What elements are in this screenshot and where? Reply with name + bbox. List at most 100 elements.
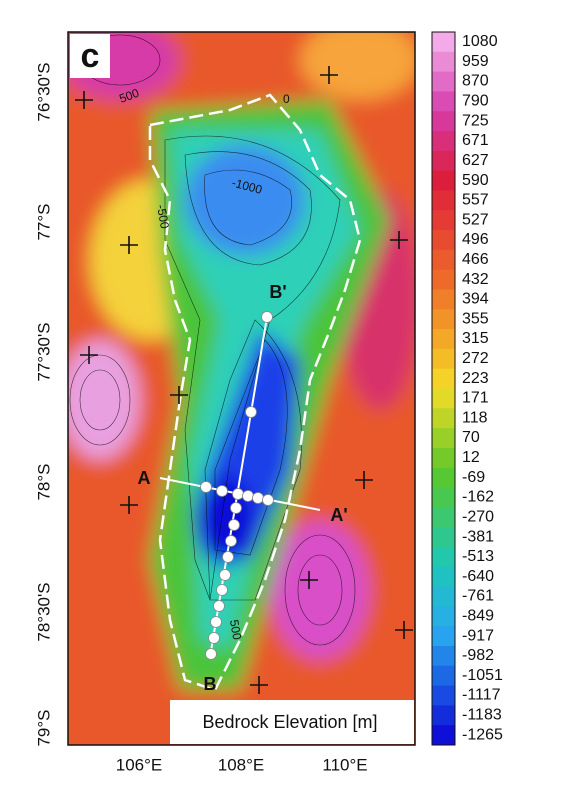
colorbar-swatch [432, 685, 455, 706]
profile-label: A' [330, 505, 347, 525]
colorbar-label: -69 [462, 469, 485, 486]
panel-label-box [70, 34, 110, 78]
colorbar-label: 557 [462, 192, 489, 209]
profile-label: A [138, 468, 151, 488]
colorbar-swatch [432, 645, 455, 667]
profile-points [200, 311, 274, 660]
colorbar-label: 394 [462, 291, 489, 308]
longitude-label: 108°E [218, 755, 265, 774]
colorbar-label: 1080 [462, 33, 498, 50]
colorbar-swatch [432, 447, 455, 469]
colorbar-swatch [432, 725, 455, 746]
latitude-label: 76°30'S [34, 62, 53, 121]
colorbar-label: 959 [462, 53, 489, 70]
colorbar-label: -162 [462, 489, 494, 506]
colorbar-label: -917 [462, 627, 494, 644]
colorbar-swatch [432, 32, 455, 53]
colorbar-label: 223 [462, 370, 489, 387]
colorbar-label: -640 [462, 568, 494, 585]
axis-labels: 76°30'S 77°S 77°30'S 78°S 78°30'S 79°S 106°E 10… [34, 62, 367, 774]
longitude-label: 106°E [116, 755, 163, 774]
latitude-label: 78°30'S [34, 582, 53, 641]
colorbar-swatch [432, 368, 455, 389]
longitude-label: 110°E [322, 755, 367, 774]
colorbar-swatch [432, 150, 455, 172]
colorbar-label: 870 [462, 73, 489, 90]
colorbar-label: -1183 [462, 707, 502, 724]
grid-crosses [75, 66, 413, 694]
colorbar-label: -1265 [462, 726, 503, 743]
colorbar-label: 671 [462, 132, 489, 149]
colorbar-label: 627 [462, 152, 489, 169]
colorbar-swatch [432, 665, 455, 687]
elevation-field [68, 32, 415, 745]
colorbar-swatch [432, 606, 455, 627]
colorbar-swatch [432, 249, 455, 271]
colorbar-swatch [432, 131, 455, 152]
colorbar-swatch [432, 348, 455, 370]
colorbar-swatch [432, 428, 455, 449]
contour-label: 500 [227, 619, 244, 641]
colorbar-label: -982 [462, 647, 494, 664]
map: 500 0 -1000 -500 500 A A' B B' c Bedrock… [68, 32, 415, 745]
colorbar-label: -761 [462, 588, 494, 605]
colorbar-swatch [432, 487, 455, 508]
map-frame [67, 31, 416, 746]
contour-label-group: 500 0 -1000 -500 500 [117, 86, 290, 641]
colorbar-swatch [432, 210, 455, 231]
colorbar-swatch [432, 388, 455, 409]
profile-label: B [204, 674, 217, 694]
colorbar-frame [431, 31, 456, 746]
colorbar-label: 171 [462, 390, 489, 407]
colorbar-label: 70 [462, 429, 480, 446]
colorbar-label: 272 [462, 350, 489, 367]
legend-title: Bedrock Elevation [m] [202, 712, 377, 732]
colorbar-swatch [432, 111, 455, 132]
colorbar-label: 725 [462, 112, 489, 129]
colorbar-swatch [432, 507, 455, 528]
colorbar-label: 496 [462, 231, 489, 248]
panel-label: c [81, 37, 100, 75]
contour-label: -500 [154, 204, 172, 230]
colorbar-label: -513 [462, 548, 494, 565]
colorbar-swatch [432, 566, 455, 588]
colorbar-swatch [432, 546, 455, 568]
colorbar-label: 466 [462, 251, 489, 268]
colorbar-swatch [432, 91, 455, 112]
colorbar-label: 790 [462, 93, 489, 110]
colorbar-label: 355 [462, 310, 489, 327]
latitude-label: 79°S [34, 709, 53, 746]
latitude-label: 77°30'S [34, 322, 53, 381]
colorbar-label: -381 [462, 528, 494, 545]
colorbar-swatch [432, 170, 455, 191]
colorbar-swatch [432, 289, 455, 310]
colorbar-label: -849 [462, 607, 494, 624]
colorbar-swatch [432, 71, 455, 92]
colorbar-swatch [432, 467, 455, 489]
colorbar: 1080 959 870 790 725 671 627 590 557 527 496 466 432… [431, 31, 503, 746]
ice-divide-outline [148, 93, 362, 692]
colorbar-swatch [432, 190, 455, 211]
colorbar-label: -270 [462, 508, 494, 525]
colorbar-swatch [432, 230, 455, 251]
colorbar-label: -1051 [462, 667, 503, 684]
colorbar-swatch [432, 309, 455, 330]
colorbar-swatch [432, 51, 455, 73]
colorbar-swatch [432, 586, 455, 607]
colorbar-label: 12 [462, 449, 480, 466]
legend-title-box [170, 700, 414, 744]
contours [69, 34, 356, 646]
contour-label: 500 [117, 86, 141, 106]
latitude-label: 78°S [34, 463, 53, 500]
colorbar-label: 527 [462, 211, 489, 228]
colorbar-label: 590 [462, 172, 489, 189]
colorbar-swatch [432, 329, 455, 350]
colorbar-swatch [432, 705, 455, 726]
colorbar-label: 118 [462, 409, 488, 426]
latitude-label: 77°S [34, 203, 53, 240]
colorbar-label: -1117 [462, 687, 501, 704]
colorbar-label: 432 [462, 271, 489, 288]
colorbar-swatch [432, 269, 455, 290]
colorbar-swatch [432, 527, 455, 548]
